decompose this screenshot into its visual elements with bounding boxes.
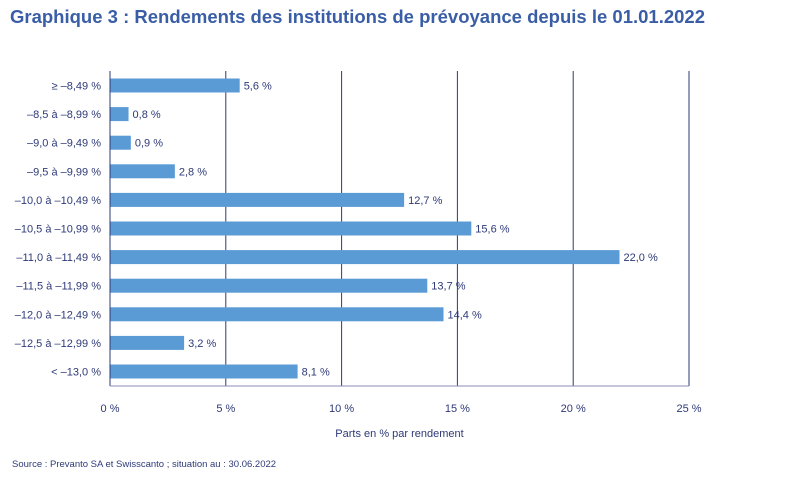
category-label: –9,0 à –9,49 % — [27, 138, 101, 150]
category-label: –12,0 à –12,49 % — [15, 309, 101, 321]
bar — [110, 164, 175, 179]
data-label: 15,6 % — [475, 224, 509, 236]
bar — [110, 78, 240, 93]
x-tick-label: 5 % — [216, 403, 235, 415]
category-label: –8,5 à –8,99 % — [27, 109, 101, 121]
bar — [110, 335, 185, 350]
data-label: 14,4 % — [448, 309, 482, 321]
bar — [110, 107, 129, 122]
x-axis-title: Parts en % par rendement — [335, 428, 463, 440]
x-tick-label: 25 % — [676, 403, 701, 415]
category-label: < –13,0 % — [51, 367, 101, 379]
category-label: –11,5 à –11,99 % — [16, 281, 101, 293]
bar — [110, 250, 620, 265]
category-label: ≥ –8,49 % — [52, 81, 102, 93]
x-tick-label: 15 % — [445, 403, 470, 415]
category-label: –9,5 à –9,99 % — [27, 166, 101, 178]
data-label: 3,2 % — [188, 338, 216, 350]
bar — [110, 221, 472, 236]
data-label: 22,0 % — [624, 252, 658, 264]
data-label: 2,8 % — [179, 166, 207, 178]
data-label: 0,8 % — [133, 109, 161, 121]
chart-title: Graphique 3 : Rendements des institution… — [10, 6, 706, 27]
data-label: 8,1 % — [302, 367, 330, 379]
bar — [110, 135, 131, 150]
data-label: 12,7 % — [408, 195, 442, 207]
category-label: –10,0 à –10,49 % — [15, 195, 101, 207]
x-tick-label: 0 % — [101, 403, 120, 415]
bar — [110, 364, 298, 379]
data-label: 0,9 % — [135, 138, 163, 150]
data-label: 5,6 % — [244, 81, 272, 93]
bar — [110, 192, 405, 207]
x-tick-label: 10 % — [329, 403, 354, 415]
category-label: –10,5 à –10,99 % — [15, 224, 101, 236]
category-label: –11,0 à –11,49 % — [16, 252, 101, 264]
source-note: Source : Prevanto SA et Swisscanto ; sit… — [12, 459, 277, 470]
bar — [110, 278, 428, 293]
data-label: 13,7 % — [431, 281, 465, 293]
x-tick-label: 20 % — [561, 403, 586, 415]
category-label: –12,5 à –12,99 % — [15, 338, 101, 350]
bar — [110, 307, 444, 322]
